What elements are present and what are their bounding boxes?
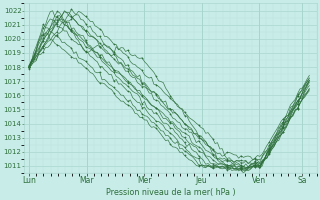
X-axis label: Pression niveau de la mer( hPa ): Pression niveau de la mer( hPa ) xyxy=(106,188,235,197)
